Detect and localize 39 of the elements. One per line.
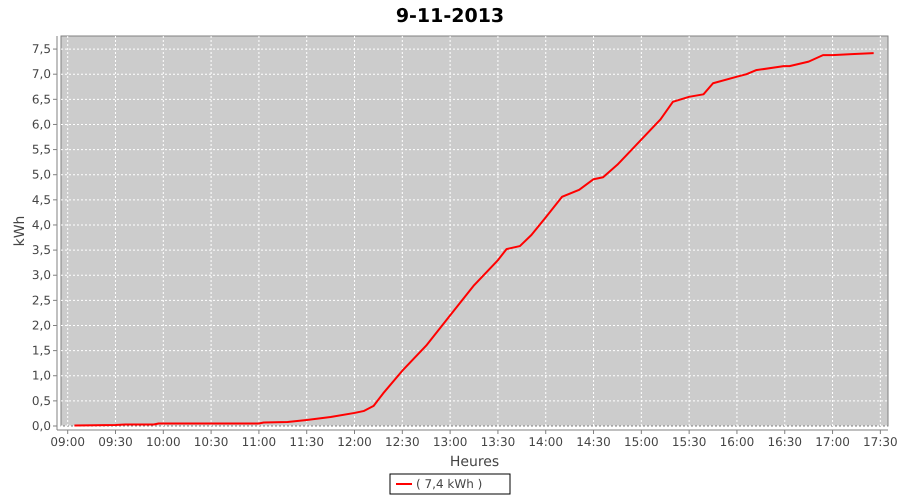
- x-tick-label: 09:00: [50, 435, 85, 449]
- legend-label: ( 7,4 kWh ): [416, 477, 482, 491]
- y-tick-label: 5,5: [32, 142, 51, 157]
- y-axis-title: kWh: [12, 216, 28, 246]
- y-tick-label: 1,0: [32, 368, 51, 383]
- x-tick-label: 16:30: [767, 435, 802, 449]
- chart-title: 9-11-2013: [396, 5, 504, 27]
- y-tick-label: 2,0: [32, 318, 51, 332]
- x-tick-label: 12:30: [385, 435, 420, 449]
- y-tick-label: 0,0: [32, 419, 51, 433]
- y-tick-label: 1,5: [32, 344, 51, 358]
- x-tick-label: 14:30: [576, 435, 611, 449]
- x-tick-label: 10:30: [194, 435, 228, 449]
- x-tick-label: 17:00: [815, 435, 850, 449]
- y-tick-label: 3,5: [32, 243, 51, 258]
- y-tick-label: 5,0: [32, 168, 51, 182]
- x-tick-label: 16:00: [720, 435, 754, 449]
- y-tick-label: 2,5: [32, 293, 51, 308]
- x-tick-label: 12:00: [337, 435, 372, 449]
- x-axis-title: Heures: [450, 454, 500, 470]
- x-tick-label: 14:00: [528, 435, 564, 449]
- y-tick-label: 7,0: [32, 67, 51, 82]
- y-tick-label: 4,0: [32, 218, 51, 232]
- x-tick-label: 11:30: [289, 435, 324, 449]
- y-tick-label: 6,0: [32, 117, 51, 132]
- y-tick-label: 0,5: [32, 394, 51, 408]
- x-tick-label: 13:00: [432, 435, 468, 449]
- x-tick-label: 13:30: [480, 435, 516, 449]
- x-tick-label: 10:00: [146, 435, 181, 449]
- y-tick-label: 4,5: [32, 192, 51, 207]
- y-tick-label: 7,5: [32, 42, 51, 56]
- line-series: [73, 52, 875, 426]
- y-tick-label: 3,0: [32, 268, 51, 282]
- x-tick-label: 17:30: [863, 435, 898, 449]
- y-tick-label: 6,5: [32, 92, 51, 106]
- x-tick-label: 15:00: [624, 435, 659, 449]
- x-tick-label: 15:30: [672, 435, 706, 449]
- x-tick-label: 11:00: [242, 435, 276, 449]
- x-tick-label: 09:30: [98, 435, 133, 449]
